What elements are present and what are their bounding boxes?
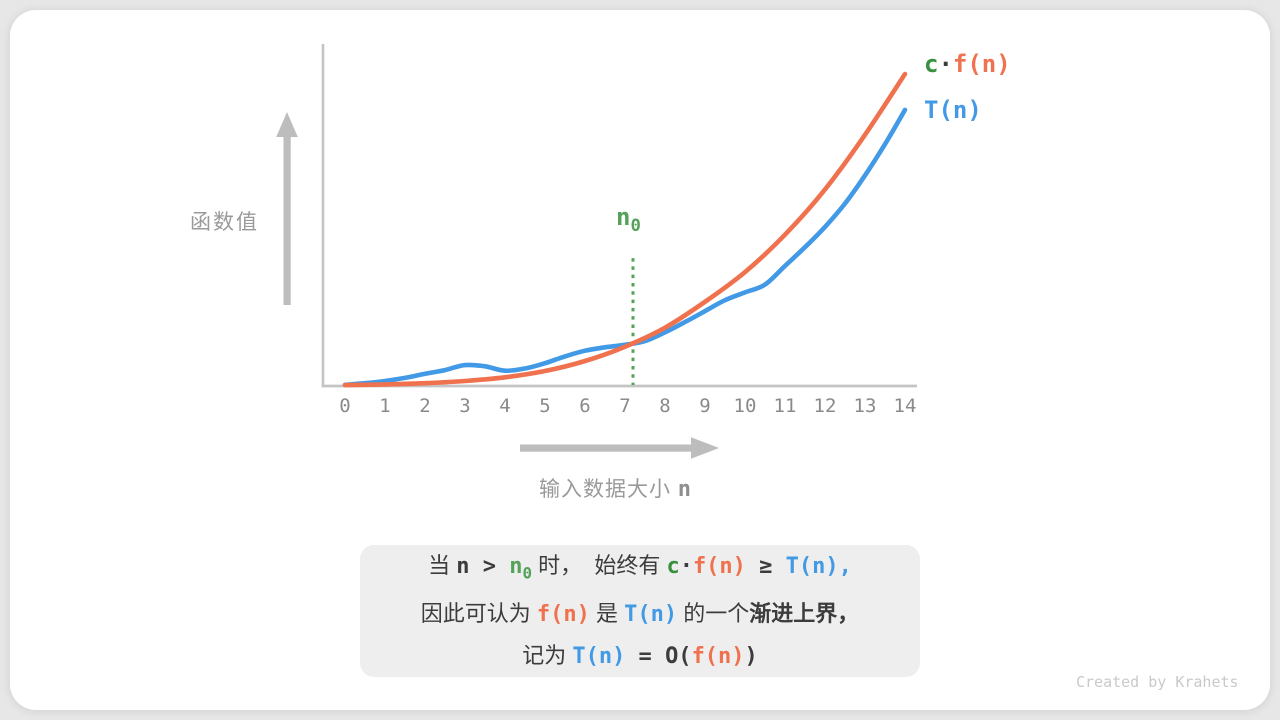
n0-subscript: 0 [630,215,641,236]
legend-dot: · [938,50,953,78]
x-axis-label-text: 输入数据大小 [538,478,671,501]
legend-c: c [924,50,939,78]
y-axis-label: 函数值 [190,211,259,234]
credit-text: Created by Krahets [1076,673,1239,691]
note-line-1: 当 n > n0 时， 始终有 c·f(n) ≥ T(n), [428,552,852,583]
legend-tn: T(n) [924,96,982,124]
legend-fn: f(n) [952,50,1011,78]
legend-cfn: c·f(n) [924,50,1011,78]
n0-base: n [616,203,631,231]
x-axis-label-n: n [677,477,692,502]
x-axis-label: 输入数据大小 n [440,473,790,503]
note-line-2: 因此可认为 f(n) 是 T(n) 的一个渐进上界， [420,601,860,628]
note-box: 当 n > n0 时， 始终有 c·f(n) ≥ T(n), 因此可认为 f(n… [360,545,920,677]
n0-label: n0 [616,203,641,236]
note-line-3: 记为 T(n) = O(f(n)) [522,643,758,670]
